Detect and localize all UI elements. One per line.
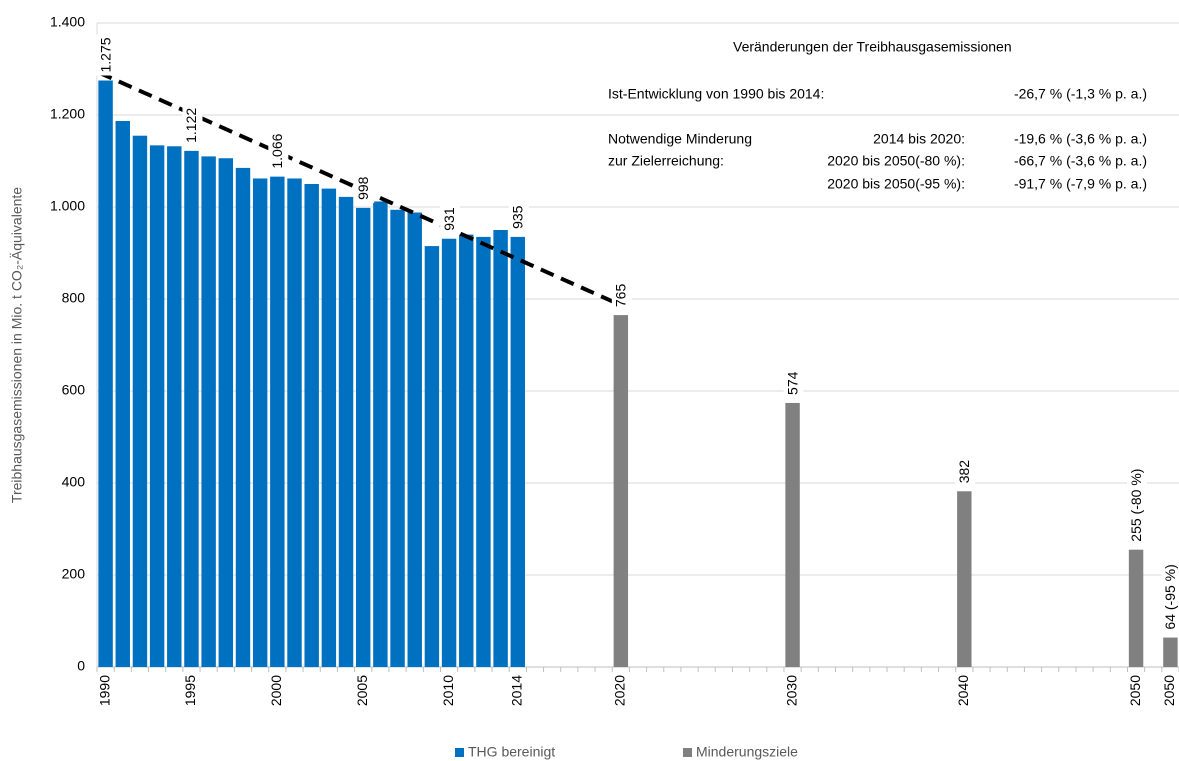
annotation-text: zur Zielerreichung: [608, 153, 724, 169]
y-tick-label: 200 [62, 566, 86, 582]
legend-swatch [683, 748, 692, 757]
bar [613, 315, 629, 667]
annotation-value: -91,7 % (-7,9 % p. a.) [1014, 176, 1147, 192]
bar [493, 230, 508, 667]
data-label-bg [783, 368, 804, 398]
x-tick-label: 2050 [1161, 675, 1177, 706]
bar [1163, 637, 1178, 667]
bar [510, 236, 525, 667]
bar [321, 188, 337, 667]
data-label-bg [508, 202, 529, 232]
data-label: 1.066 [269, 133, 285, 168]
bar [167, 146, 182, 667]
bar [115, 120, 130, 668]
bar [785, 402, 800, 667]
data-label: 931 [441, 207, 457, 231]
annotation-text: Notwendige Minderung [608, 131, 752, 147]
data-label: 382 [956, 460, 972, 484]
data-label: 255 (-80 %) [1128, 469, 1144, 542]
bar [304, 184, 319, 667]
annotation-title: Veränderungen der Treibhausgasemissionen [733, 39, 1012, 55]
bar [184, 150, 199, 667]
annotation-text: 2014 bis 2020: [873, 131, 965, 147]
y-axis-label: Treibhausgasemissionen in Mio. t CO₂-Äqu… [9, 187, 25, 503]
x-tick-label: 2000 [268, 675, 284, 706]
data-label: 765 [613, 284, 629, 308]
data-label-bg [268, 130, 289, 172]
legend-swatch [455, 748, 464, 757]
data-label-bg [440, 204, 461, 234]
bar [235, 167, 251, 667]
bar [459, 234, 474, 667]
data-label: 1.122 [183, 108, 199, 143]
x-tick-label: 2020 [612, 675, 628, 706]
bar [338, 196, 354, 667]
bar [390, 209, 405, 667]
annotation-text: Ist-Entwicklung von 1990 bis 2014: [608, 86, 824, 102]
data-label: 935 [509, 205, 525, 229]
data-label-bg [1127, 465, 1148, 545]
bar [252, 178, 268, 668]
bar [98, 80, 113, 667]
x-tick-label: 2005 [354, 675, 370, 706]
y-tick-label: 600 [62, 382, 86, 398]
data-label: 998 [355, 176, 371, 200]
bar [287, 178, 302, 668]
legend-label: Minderungsziele [696, 744, 798, 760]
data-label-bg [611, 280, 632, 311]
bar [355, 207, 371, 668]
bar [218, 158, 234, 668]
data-label-bg [955, 456, 976, 487]
annotation-value: -66,7 % (-3,6 % p. a.) [1014, 153, 1147, 169]
data-label-bg [1161, 561, 1179, 633]
x-tick-label: 2050 [1127, 675, 1143, 706]
y-tick-label: 1.200 [50, 106, 85, 122]
bar [270, 176, 285, 667]
annotation-text: 2020 bis 2050(-80 %): [827, 153, 965, 169]
x-tick-label: 2014 [508, 675, 524, 706]
y-tick-label: 400 [62, 474, 86, 490]
annotation-text: 2020 bis 2050(-95 %): [827, 176, 965, 192]
x-tick-label: 1990 [96, 675, 112, 706]
x-tick-label: 2010 [440, 675, 456, 706]
bar [373, 201, 388, 668]
bar [1128, 549, 1144, 667]
legend-label: THG bereinigt [468, 744, 555, 760]
data-label-bg [96, 34, 117, 76]
x-tick-label: 1995 [182, 675, 198, 706]
annotation-value: -19,6 % (-3,6 % p. a.) [1014, 131, 1147, 147]
bar [407, 212, 422, 667]
x-tick-label: 2030 [783, 675, 799, 706]
y-tick-label: 0 [77, 658, 85, 674]
data-label: 574 [784, 371, 800, 395]
bar [132, 135, 148, 667]
annotation-value: -26,7 % (-1,3 % p. a.) [1014, 86, 1147, 102]
y-tick-label: 1.400 [50, 14, 85, 30]
bar [424, 246, 440, 667]
data-label-bg [354, 173, 375, 203]
bar [441, 238, 457, 668]
bar [476, 236, 491, 667]
bar [957, 491, 972, 667]
data-label-bg [182, 104, 203, 146]
bar [201, 156, 216, 667]
x-tick-label: 2040 [955, 675, 971, 706]
y-tick-label: 800 [62, 290, 86, 306]
y-tick-label: 1.000 [50, 198, 85, 214]
data-label: 64 (-95 %) [1162, 564, 1178, 629]
bar [149, 145, 165, 668]
data-label: 1.275 [97, 37, 113, 72]
